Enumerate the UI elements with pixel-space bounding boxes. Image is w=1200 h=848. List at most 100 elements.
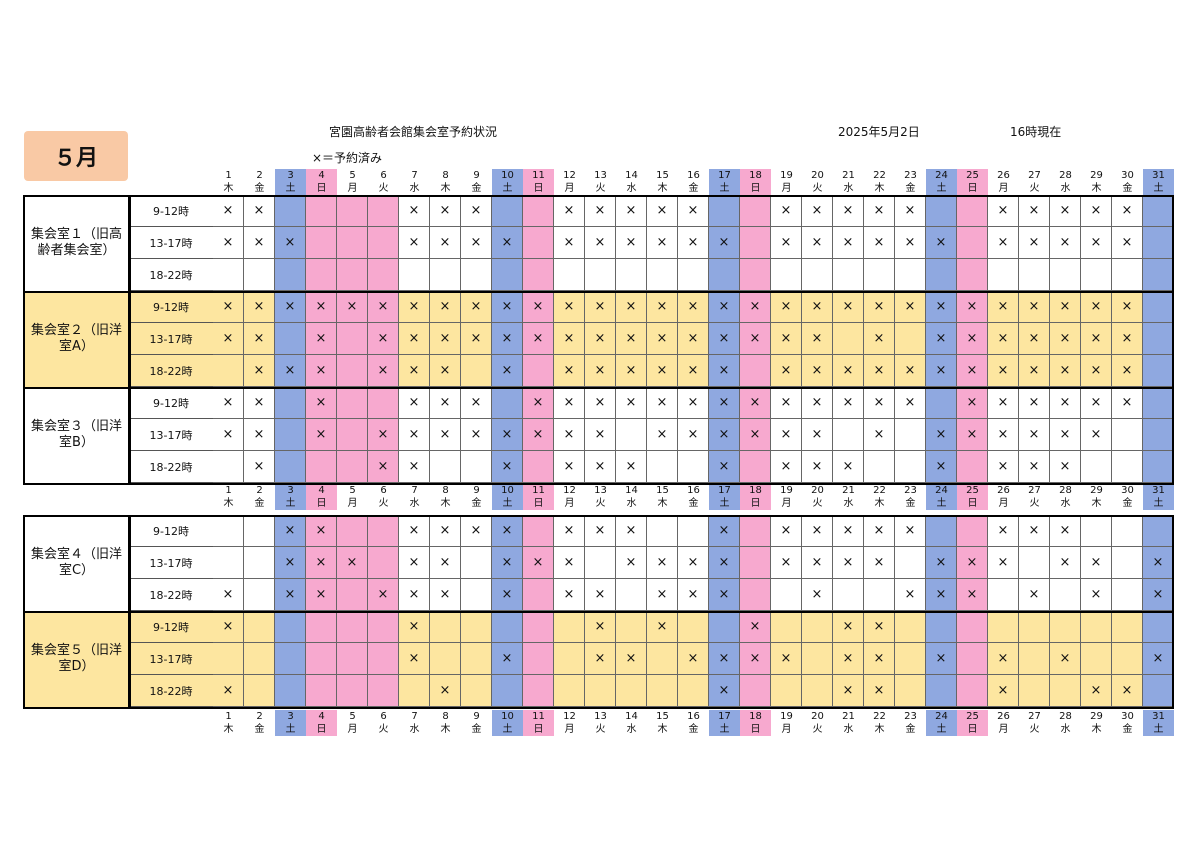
booked-mark: × [842,651,854,666]
day-header-cell: 15 木 [647,484,678,510]
booked-mark: × [904,235,916,250]
booked-mark: × [222,299,234,314]
booked-mark: × [997,523,1009,538]
reservation-cell: × [1050,355,1081,387]
weekday-label: 水 [1060,183,1071,194]
reservation-cell [430,611,461,643]
reservation-cell [554,611,585,643]
reservation-cell: × [585,355,616,387]
booked-mark: × [687,395,699,410]
reservation-cell: × [306,387,337,419]
reservation-cell: × [616,195,647,227]
reservation-cell: × [430,227,461,259]
day-number: 2 [256,485,263,496]
booked-mark: × [625,363,637,378]
time-slot-label: 9-12時 [129,387,213,419]
reservation-cell [337,515,368,547]
weekday-label: 火 [595,183,606,194]
reservation-cell [1019,675,1050,707]
reservation-cell [802,611,833,643]
reservation-cell: × [1143,579,1174,611]
reservation-cell: × [430,323,461,355]
reservation-cell [492,387,523,419]
booked-mark: × [749,299,761,314]
weekday-label: 月 [998,498,1009,509]
reservation-cell: × [275,547,306,579]
reservation-cell: × [554,579,585,611]
weekday-label: 金 [254,183,265,194]
booked-mark: × [408,331,420,346]
reservation-cell: × [616,323,647,355]
booked-mark: × [1121,235,1133,250]
booked-mark: × [563,523,575,538]
weekday-label: 日 [316,724,327,735]
day-number: 31 [1152,485,1165,496]
reservation-cell: × [461,387,492,419]
day-number: 1 [225,485,232,496]
booked-mark: × [253,395,265,410]
day-number: 29 [1090,485,1103,496]
booked-mark: × [935,587,947,602]
reservation-cell: × [306,515,337,547]
reservation-cell [709,195,740,227]
reservation-cell: × [802,291,833,323]
booked-mark: × [1059,555,1071,570]
booked-mark: × [563,555,575,570]
reservation-cell: × [492,451,523,483]
reservation-cell: × [1112,291,1143,323]
weekday-label: 水 [843,498,854,509]
reservation-cell [1143,259,1174,291]
reservation-cell [213,259,244,291]
booked-mark: × [873,235,885,250]
booked-mark: × [1090,299,1102,314]
day-number: 22 [873,170,886,181]
booked-mark: × [594,331,606,346]
booked-mark: × [315,331,327,346]
day-number: 9 [473,170,480,181]
weekday-label: 金 [688,498,699,509]
booked-mark: × [594,395,606,410]
booked-mark: × [811,363,823,378]
booked-mark: × [997,203,1009,218]
reservation-cell: × [1050,643,1081,675]
booked-mark: × [873,299,885,314]
reservation-cell: × [709,579,740,611]
booked-mark: × [439,363,451,378]
reservation-cell [1050,259,1081,291]
booked-mark: × [594,203,606,218]
booked-mark: × [1028,459,1040,474]
day-number: 10 [501,485,514,496]
booked-mark: × [222,683,234,698]
reservation-cell: × [1081,227,1112,259]
weekday-label: 火 [812,183,823,194]
day-number: 6 [380,485,387,496]
booked-mark: × [873,651,885,666]
booked-mark: × [966,427,978,442]
booked-mark: × [470,395,482,410]
booked-mark: × [470,299,482,314]
reservation-cell: × [802,195,833,227]
day-header-cell: 28 水 [1050,710,1081,736]
booked-mark: × [656,555,668,570]
day-header-cell: 31 土 [1143,710,1174,736]
reservation-cell [864,259,895,291]
reservation-cell [337,643,368,675]
reservation-cell: × [988,675,1019,707]
day-header-cell: 13 火 [585,484,616,510]
reservation-cell [585,675,616,707]
weekday-label: 月 [781,498,792,509]
booked-mark: × [842,363,854,378]
reservation-cell: × [864,643,895,675]
reservation-cell [275,323,306,355]
booked-mark: × [749,331,761,346]
reservation-cell [399,259,430,291]
day-header-cell: 28 水 [1050,484,1081,510]
reservation-cell: × [647,387,678,419]
booked-mark: × [284,587,296,602]
time-slot-label: 9-12時 [129,195,213,227]
reservation-cell [492,611,523,643]
